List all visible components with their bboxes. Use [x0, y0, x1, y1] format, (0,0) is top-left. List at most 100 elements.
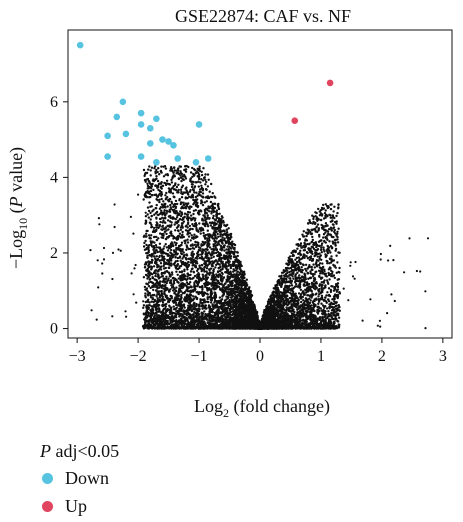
- gene-point: [179, 305, 182, 308]
- gene-point: [227, 271, 230, 275]
- gene-point: [155, 198, 158, 201]
- gene-point: [186, 191, 189, 194]
- gene-point: [221, 320, 225, 323]
- gene-point: [235, 321, 238, 324]
- gene-point: [145, 269, 148, 272]
- gene-point: [177, 191, 180, 194]
- gene-point: [178, 307, 182, 311]
- gene-point: [240, 280, 243, 283]
- gene-point: [184, 256, 187, 260]
- gene-point: [229, 327, 233, 330]
- gene-point: [188, 207, 191, 210]
- gene-point: [168, 189, 172, 193]
- gene-point: [158, 296, 162, 299]
- gene-point: [189, 171, 193, 174]
- gene-point: [225, 312, 228, 316]
- gene-point: [178, 235, 181, 238]
- gene-point: [189, 239, 192, 242]
- gene-point: [148, 273, 151, 276]
- gene-point: [147, 249, 150, 252]
- gene-point: [196, 194, 199, 197]
- gene-point: [159, 186, 162, 189]
- gene-point: [233, 262, 236, 266]
- gene-point: [155, 168, 158, 172]
- gene-point: [229, 263, 232, 267]
- gene-point: [200, 243, 203, 246]
- gene-point: [155, 262, 158, 266]
- gene-point: [235, 251, 239, 254]
- gene-point: [180, 270, 184, 273]
- gene-point: [154, 289, 158, 292]
- gene-point: [180, 179, 183, 183]
- gene-point: [213, 195, 216, 198]
- gene-point: [204, 178, 207, 181]
- y-tick-label: 0: [50, 321, 58, 338]
- gene-point: [176, 225, 180, 228]
- gene-point: [201, 294, 205, 298]
- gene-point: [143, 324, 147, 327]
- gene-point: [219, 244, 223, 248]
- gene-point: [198, 321, 201, 324]
- gene-point: [171, 217, 174, 220]
- gene-point: [216, 279, 220, 283]
- gene-point: [190, 258, 194, 261]
- gene-point: [170, 311, 173, 314]
- gene-point: [234, 274, 237, 278]
- gene-point: [155, 217, 158, 220]
- gene-point: [159, 265, 162, 269]
- gene-point: [175, 216, 179, 219]
- gene-point: [206, 272, 209, 275]
- gene-point: [164, 167, 168, 170]
- gene-point: [234, 295, 237, 298]
- gene-point: [174, 203, 177, 206]
- gene-point: [155, 246, 158, 249]
- gene-point: [163, 181, 166, 185]
- gene-point: [163, 303, 166, 307]
- gene-point: [241, 278, 244, 281]
- gene-point: [174, 320, 178, 323]
- gene-point: [183, 283, 187, 286]
- gene-point: [161, 295, 164, 298]
- gene-point: [160, 194, 163, 197]
- gene-point: [190, 253, 193, 257]
- gene-point: [180, 190, 183, 194]
- gene-point: [235, 265, 238, 268]
- gene-point: [233, 319, 236, 322]
- gene-point: [176, 236, 179, 239]
- gene-point: [192, 235, 195, 239]
- gene-point: [198, 188, 202, 191]
- gene-point: [212, 243, 215, 246]
- gene-point: [200, 255, 204, 259]
- gene-point: [187, 260, 190, 264]
- gene-point: [201, 251, 204, 254]
- gene-point: [163, 281, 166, 284]
- gene-point: [208, 217, 211, 220]
- gene-point: [186, 215, 189, 218]
- gene-point: [248, 319, 252, 323]
- gene-point: [193, 233, 196, 236]
- gene-point: [190, 234, 193, 237]
- gene-point: [210, 248, 213, 251]
- gene-point: [185, 323, 189, 326]
- gene-point: [166, 314, 170, 317]
- gene-point: [166, 319, 169, 323]
- gene-point: [163, 289, 166, 292]
- gene-point: [170, 316, 174, 319]
- gene-point: [232, 255, 236, 259]
- gene-point: [195, 223, 198, 227]
- gene-point: [220, 249, 223, 252]
- gene-point: [207, 287, 211, 291]
- gene-point: [203, 270, 206, 273]
- gene-point: [206, 229, 209, 232]
- y-tick-label: 2: [50, 245, 58, 262]
- gene-point: [219, 260, 223, 263]
- gene-point: [185, 319, 188, 322]
- y-tick-label: 4: [50, 169, 58, 186]
- gene-point: [201, 268, 204, 271]
- gene-point: [145, 178, 148, 181]
- gene-point: [179, 171, 182, 175]
- gene-point: [231, 242, 234, 246]
- gene-point: [146, 256, 149, 260]
- gene-point: [177, 324, 180, 327]
- gene-point: [146, 274, 149, 277]
